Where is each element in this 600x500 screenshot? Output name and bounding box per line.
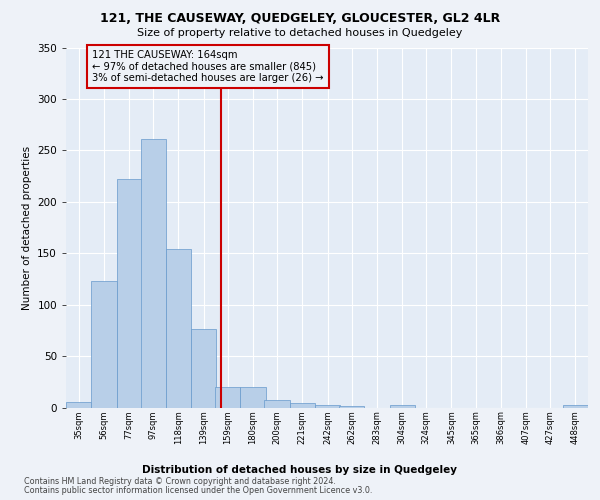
Text: 121, THE CAUSEWAY, QUEDGELEY, GLOUCESTER, GL2 4LR: 121, THE CAUSEWAY, QUEDGELEY, GLOUCESTER… [100,12,500,26]
Bar [290,404,315,407]
Bar [191,330,217,407]
Bar [563,406,588,407]
Bar [215,387,241,407]
Text: Size of property relative to detached houses in Quedgeley: Size of property relative to detached ho… [137,28,463,38]
Text: Contains public sector information licensed under the Open Government Licence v3: Contains public sector information licen… [24,486,373,495]
Y-axis label: Number of detached properties: Number of detached properties [22,146,32,310]
Bar [116,179,142,408]
Bar [140,139,166,407]
Bar [166,249,191,408]
Bar [66,402,91,407]
Bar [315,406,340,407]
Bar [265,400,290,407]
Bar [241,387,266,407]
Bar [339,406,364,408]
Text: 121 THE CAUSEWAY: 164sqm
← 97% of detached houses are smaller (845)
3% of semi-d: 121 THE CAUSEWAY: 164sqm ← 97% of detach… [92,50,324,83]
Text: Contains HM Land Registry data © Crown copyright and database right 2024.: Contains HM Land Registry data © Crown c… [24,477,336,486]
Bar [91,281,116,407]
Bar [389,406,415,407]
Text: Distribution of detached houses by size in Quedgeley: Distribution of detached houses by size … [143,465,458,475]
